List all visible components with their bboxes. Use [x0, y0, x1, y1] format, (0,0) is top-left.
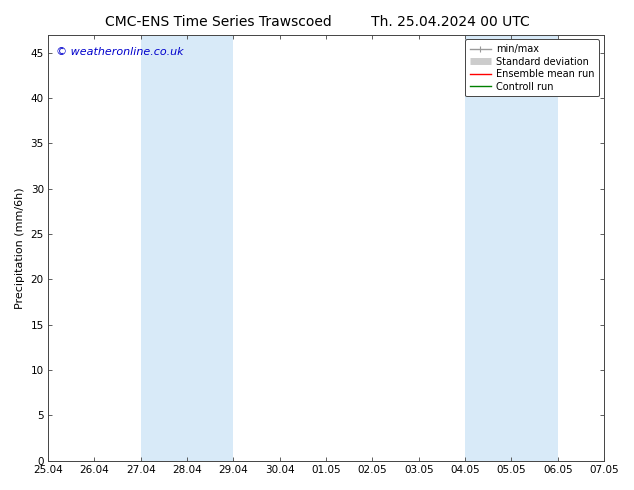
Text: © weatheronline.co.uk: © weatheronline.co.uk: [56, 48, 184, 57]
Y-axis label: Precipitation (mm/6h): Precipitation (mm/6h): [15, 187, 25, 309]
Bar: [465, 35, 558, 461]
Text: CMC-ENS Time Series Trawscoed         Th. 25.04.2024 00 UTC: CMC-ENS Time Series Trawscoed Th. 25.04.…: [105, 15, 529, 29]
Bar: [141, 35, 233, 461]
Legend: min/max, Standard deviation, Ensemble mean run, Controll run: min/max, Standard deviation, Ensemble me…: [465, 40, 599, 97]
